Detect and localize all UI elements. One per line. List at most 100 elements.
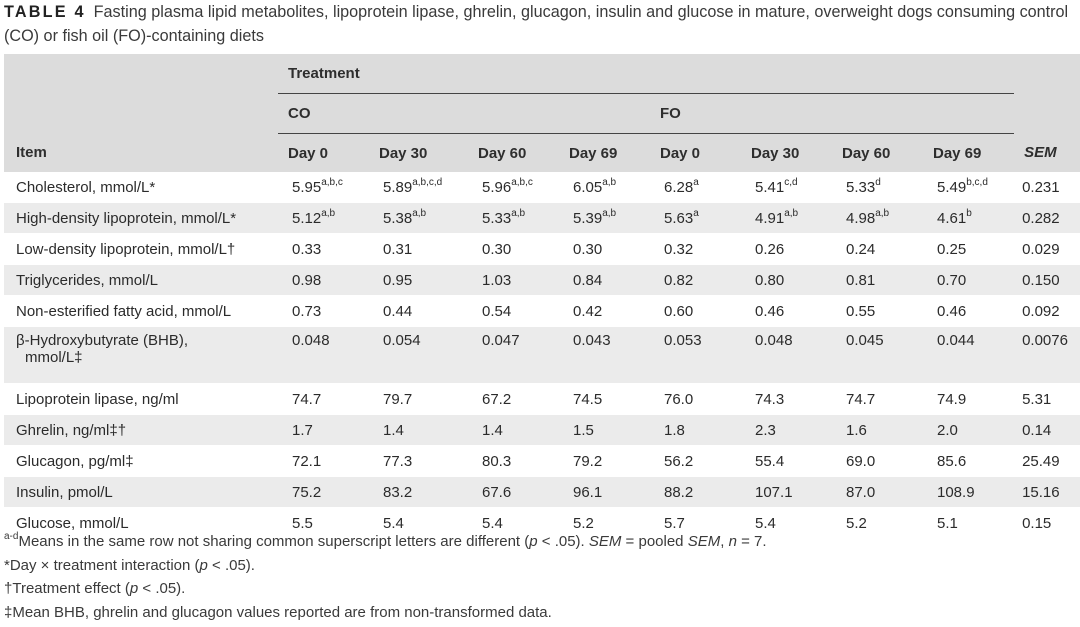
value-text: 67.6 <box>482 483 512 501</box>
value-cell: 74.7 <box>278 383 369 415</box>
value-text: 2.0 <box>937 421 958 439</box>
value-cell: 5.39a,b <box>559 202 650 234</box>
value-cell: 5.96a,b,c <box>468 172 559 203</box>
group-header-fo: FO <box>650 93 1015 134</box>
value-cell: 83.2 <box>369 476 468 508</box>
value-cell: 108.9 <box>923 476 1015 508</box>
table-row: Lipoprotein lipase, ng/ml 74.7 79.7 67.2 74.… <box>4 383 1080 415</box>
item-column-header: Item <box>16 144 47 162</box>
value-text: 1.4 <box>482 421 503 439</box>
value-cell: 5.49b,c,d <box>923 172 1015 203</box>
value-cell: 0.043 <box>559 326 650 384</box>
value-cell: 5.4 <box>741 507 832 539</box>
value-cell: 5.33d <box>832 172 923 203</box>
value-cell: 5.2 <box>832 507 923 539</box>
row-item-label: Insulin, pmol/L <box>4 476 278 508</box>
value-superscript: a,b <box>602 176 617 188</box>
value-cell: 0.048 <box>278 326 369 384</box>
value-text: 4.61 <box>937 209 967 227</box>
day-column-header: Day 30 <box>751 144 800 162</box>
value-cell: 1.5 <box>559 414 650 446</box>
value-superscript: a,b,c <box>511 176 533 188</box>
value-superscript: b <box>966 207 972 219</box>
value-superscript: a <box>693 176 699 188</box>
value-text: 4.98 <box>846 209 876 227</box>
value-superscript: a,b <box>602 207 617 219</box>
data-table: Treatment CO FO Item Day 0 Day 30 Day 60… <box>4 54 1080 539</box>
value-cell: 6.05a,b <box>559 172 650 203</box>
value-cell: 77.3 <box>369 445 468 477</box>
value-text: 0.46 <box>937 302 967 320</box>
sem-cell: 5.31 <box>1014 383 1080 415</box>
value-cell: 1.4 <box>369 414 468 446</box>
value-text: 0.043 <box>573 332 611 349</box>
value-text: 5.41 <box>755 178 785 196</box>
value-cell: 0.73 <box>278 295 369 327</box>
value-cell: 74.9 <box>923 383 1015 415</box>
value-text: 5.5 <box>292 514 313 532</box>
value-cell: 0.70 <box>923 264 1015 296</box>
table-body: Cholesterol, mmol/L* 5.95a,b,c 5.89a,b,c,d… <box>4 172 1080 539</box>
value-text: 0.32 <box>664 240 694 258</box>
value-text: 5.49 <box>937 178 967 196</box>
value-cell: 0.81 <box>832 264 923 296</box>
value-text: 0.047 <box>482 332 520 349</box>
value-text: 0.55 <box>846 302 876 320</box>
value-cell: 0.30 <box>559 233 650 265</box>
value-text: 79.2 <box>573 452 603 470</box>
value-cell: 2.0 <box>923 414 1015 446</box>
value-text: 6.28 <box>664 178 694 196</box>
value-text: 0.30 <box>482 240 512 258</box>
sem-cell: 0.0076 <box>1014 326 1080 384</box>
value-text: 5.4 <box>383 514 404 532</box>
value-text: 108.9 <box>937 483 975 501</box>
value-text: 0.24 <box>846 240 876 258</box>
sem-cell: 25.49 <box>1014 445 1080 477</box>
value-text: 5.89 <box>383 178 413 196</box>
value-cell: 5.4 <box>468 507 559 539</box>
value-text: 1.03 <box>482 271 512 289</box>
value-cell: 4.98a,b <box>832 202 923 234</box>
row-item-label: Glucagon, pg/ml‡ <box>4 445 278 477</box>
row-item-label: Glucose, mmol/L <box>4 507 278 539</box>
value-cell: 74.3 <box>741 383 832 415</box>
value-cell: 0.26 <box>741 233 832 265</box>
value-cell: 55.4 <box>741 445 832 477</box>
value-cell: 87.0 <box>832 476 923 508</box>
value-cell: 0.047 <box>468 326 559 384</box>
table-row: Cholesterol, mmol/L* 5.95a,b,c 5.89a,b,c,d… <box>4 172 1080 203</box>
value-text: 56.2 <box>664 452 694 470</box>
value-text: 5.96 <box>482 178 512 196</box>
value-cell: 5.1 <box>923 507 1015 539</box>
value-text: 72.1 <box>292 452 322 470</box>
value-cell: 5.5 <box>278 507 369 539</box>
table-row: Glucagon, pg/ml‡ 72.1 77.3 80.3 79.2 56.2 55.4… <box>4 445 1080 477</box>
day-column-header: Day 0 <box>288 144 329 162</box>
value-text: 4.91 <box>755 209 785 227</box>
sem-cell: 0.15 <box>1014 507 1080 539</box>
value-cell: 75.2 <box>278 476 369 508</box>
sem-cell: 0.282 <box>1014 202 1080 234</box>
value-superscript: d <box>875 176 881 188</box>
table-row: Insulin, pmol/L 75.2 83.2 67.6 96.1 88.2 107.1… <box>4 476 1080 508</box>
value-cell: 1.03 <box>468 264 559 296</box>
value-cell: 0.045 <box>832 326 923 384</box>
sem-cell: 15.16 <box>1014 476 1080 508</box>
value-cell: 6.28a <box>650 172 741 203</box>
value-text: 5.38 <box>383 209 413 227</box>
value-text: 0.81 <box>846 271 876 289</box>
value-text: 5.2 <box>846 514 867 532</box>
value-cell: 67.2 <box>468 383 559 415</box>
value-cell: 79.7 <box>369 383 468 415</box>
row-item-label: Lipoprotein lipase, ng/ml <box>4 383 278 415</box>
footnote-2: *Day × treatment interaction (p < .05). <box>4 556 255 574</box>
value-cell: 1.8 <box>650 414 741 446</box>
value-cell: 0.25 <box>923 233 1015 265</box>
value-cell: 0.048 <box>741 326 832 384</box>
value-text: 1.8 <box>664 421 685 439</box>
value-cell: 0.84 <box>559 264 650 296</box>
value-cell: 1.6 <box>832 414 923 446</box>
value-text: 80.3 <box>482 452 512 470</box>
value-cell: 0.33 <box>278 233 369 265</box>
value-cell: 5.63a <box>650 202 741 234</box>
